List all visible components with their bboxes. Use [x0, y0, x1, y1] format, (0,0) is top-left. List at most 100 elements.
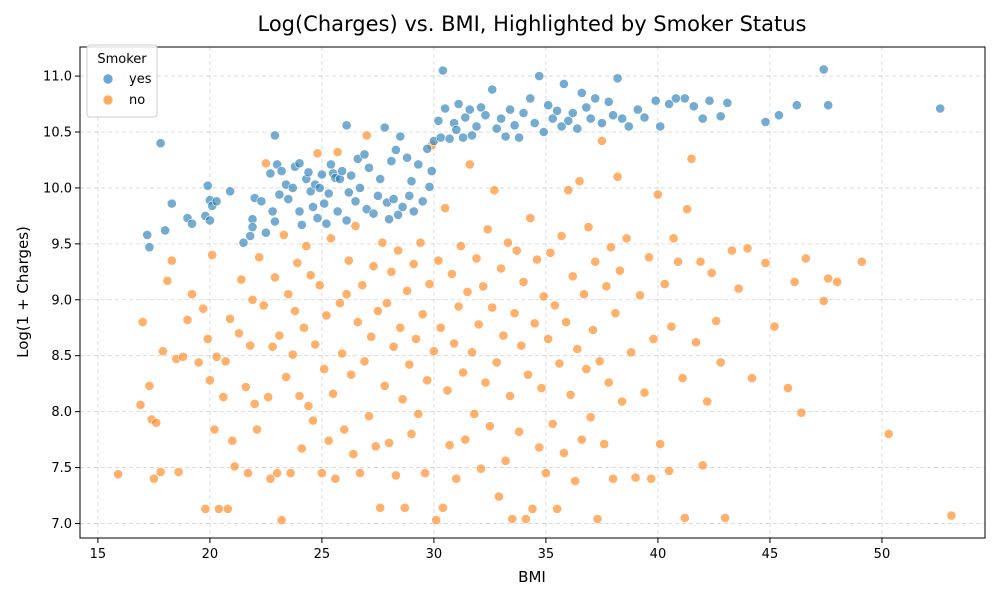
point-yes — [361, 204, 372, 215]
point-no — [612, 171, 623, 182]
point-yes — [397, 201, 408, 212]
point-no — [610, 308, 621, 319]
point-no — [187, 289, 197, 300]
point-yes — [774, 110, 784, 121]
point-no — [496, 263, 506, 274]
point-yes — [319, 198, 330, 209]
point-no — [234, 328, 244, 339]
point-no — [603, 377, 614, 388]
point-no — [166, 255, 177, 266]
point-yes — [160, 225, 170, 236]
point-yes — [406, 176, 417, 187]
point-yes — [440, 103, 450, 114]
point-yes — [585, 113, 596, 124]
point-no — [469, 408, 480, 419]
point-yes — [204, 215, 215, 226]
y-tick-label: 8.0 — [51, 405, 72, 420]
point-no — [285, 468, 296, 478]
point-no — [413, 408, 424, 419]
point-no — [290, 306, 300, 316]
point-yes — [529, 118, 540, 128]
point-no — [570, 476, 580, 486]
point-no — [213, 503, 224, 514]
point-no — [420, 468, 430, 478]
point-no — [218, 392, 229, 402]
point-yes — [476, 102, 486, 113]
point-yes — [166, 198, 177, 209]
point-no — [677, 373, 688, 383]
point-yes — [505, 104, 515, 115]
point-no — [390, 470, 401, 481]
y-tick-label: 7.5 — [51, 461, 72, 476]
point-no — [532, 254, 542, 265]
point-yes — [451, 124, 462, 135]
point-no — [312, 148, 323, 159]
point-yes — [267, 206, 278, 217]
point-yes — [760, 117, 771, 127]
point-no — [249, 398, 260, 409]
point-no — [386, 266, 397, 277]
point-yes — [688, 101, 699, 112]
point-yes — [325, 159, 336, 170]
point-no — [478, 281, 489, 292]
point-no — [155, 467, 166, 477]
point-yes — [375, 174, 386, 184]
point-no — [431, 515, 442, 525]
point-no — [449, 338, 459, 349]
legend-marker-yes — [102, 73, 114, 85]
point-no — [493, 491, 504, 502]
point-no — [350, 221, 361, 231]
point-no — [516, 340, 527, 351]
y-axis-label: Log(1 + Charges) — [14, 226, 32, 358]
point-yes — [576, 88, 587, 98]
point-yes — [612, 73, 623, 84]
point-yes — [247, 222, 258, 232]
point-no — [823, 273, 834, 284]
point-no — [274, 330, 285, 341]
point-yes — [426, 166, 437, 176]
point-no — [484, 421, 495, 432]
x-tick-label: 20 — [202, 547, 219, 562]
point-yes — [422, 143, 433, 154]
series-no — [113, 130, 957, 525]
point-no — [254, 252, 265, 263]
point-no — [518, 276, 529, 287]
point-no — [668, 233, 679, 244]
point-no — [706, 267, 717, 278]
point-yes — [332, 206, 343, 217]
point-yes — [935, 103, 946, 114]
point-no — [579, 289, 589, 300]
point-no — [545, 247, 556, 258]
point-yes — [225, 186, 235, 197]
point-no — [330, 473, 341, 484]
point-yes — [617, 113, 627, 124]
point-no — [359, 356, 370, 367]
point-no — [151, 417, 162, 428]
legend: Smoker yes no — [86, 44, 158, 118]
point-no — [635, 290, 645, 301]
point-no — [415, 237, 426, 248]
point-yes — [715, 111, 726, 122]
point-no — [332, 147, 343, 157]
point-no — [446, 269, 457, 279]
point-no — [399, 502, 410, 513]
point-yes — [305, 186, 316, 197]
x-tick-label: 25 — [314, 547, 331, 562]
point-yes — [303, 167, 314, 178]
point-no — [236, 274, 247, 285]
point-no — [626, 347, 636, 358]
point-no — [209, 424, 220, 435]
point-no — [653, 189, 663, 200]
point-yes — [386, 156, 397, 166]
point-yes — [393, 209, 403, 220]
point-no — [314, 280, 325, 291]
point-yes — [632, 104, 643, 115]
point-no — [162, 275, 173, 286]
point-no — [581, 364, 592, 374]
point-no — [247, 294, 258, 305]
point-yes — [543, 100, 554, 111]
point-no — [742, 243, 753, 254]
point-no — [227, 435, 238, 446]
point-yes — [458, 132, 468, 143]
point-no — [727, 245, 737, 256]
